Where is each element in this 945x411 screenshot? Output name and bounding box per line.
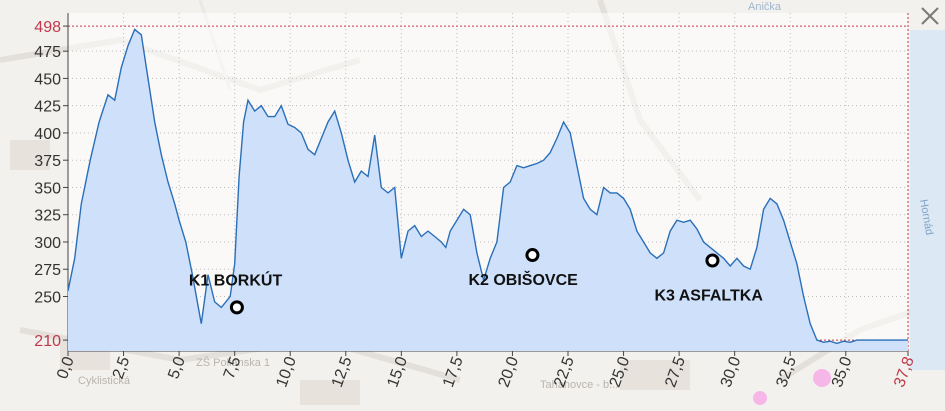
x-tick-label: 5,0 [165,354,189,381]
y-tick-label: 300 [34,235,61,252]
checkpoint-label: K1 BORKÚT [189,270,283,289]
x-tick-label: 10,0 [273,354,300,389]
y-tick-label: 498 [34,19,61,36]
x-tick-label: 7,5 [221,354,245,381]
checkpoint-marker[interactable] [705,253,720,268]
map-label: Anička [748,1,782,13]
y-tick-label: 400 [34,126,61,143]
y-tick-label: 450 [34,71,61,88]
y-tick-label: 250 [34,289,61,306]
checkpoint-annotations: K1 BORKÚT K2 OBIŠOVCE K3 ASFALTKA [189,248,763,315]
y-tick-label: 425 [34,99,61,116]
elevation-area [68,29,908,352]
y-tick-label: 210 [34,333,61,350]
x-tick-label: 2,5 [110,354,134,381]
x-tick-label: 30,0 [718,354,745,389]
elevation-line [67,28,908,345]
y-axis-ticks: 498 475 450 425 400 375 350 325 300 275 250 210 [34,19,68,350]
y-tick-label: 375 [34,153,61,170]
x-axis-ticks: 0,0 2,5 5,0 7,5 10,0 12,5 15,0 17,5 20,0 22,5 25,0… [54,351,918,390]
y-tick-label: 275 [34,262,61,279]
checkpoint-label: K3 ASFALTKA [654,288,763,305]
checkpoint-label: K2 OBIŠOVCE [468,270,578,289]
checkpoint-marker[interactable] [229,300,244,315]
x-tick-label: 17,5 [440,354,467,389]
x-tick-label: 35,0 [829,354,856,389]
x-tick-label: 32,5 [773,354,800,389]
x-tick-label: 12,5 [329,354,356,389]
y-tick-label: 475 [34,44,61,61]
x-tick-label: 20,0 [496,354,523,389]
x-tick-label: 27,5 [662,354,689,389]
map-label: Cyklistická [78,375,131,387]
y-tick-label: 350 [34,180,61,197]
map-label: ZŠ Polianska 1 [196,356,270,369]
x-tick-label: 37,8 [891,354,918,389]
checkpoint-marker[interactable] [525,248,540,263]
x-tick-label: 15,0 [384,354,411,389]
x-tick-label: 22,5 [551,354,578,389]
close-icon [921,7,939,25]
y-tick-label: 325 [34,208,61,225]
map-label: Tahanovce - b... [540,379,618,391]
x-tick-label: 0,0 [54,354,78,381]
close-button[interactable] [918,4,942,28]
x-tick-label: 25,0 [607,354,634,389]
